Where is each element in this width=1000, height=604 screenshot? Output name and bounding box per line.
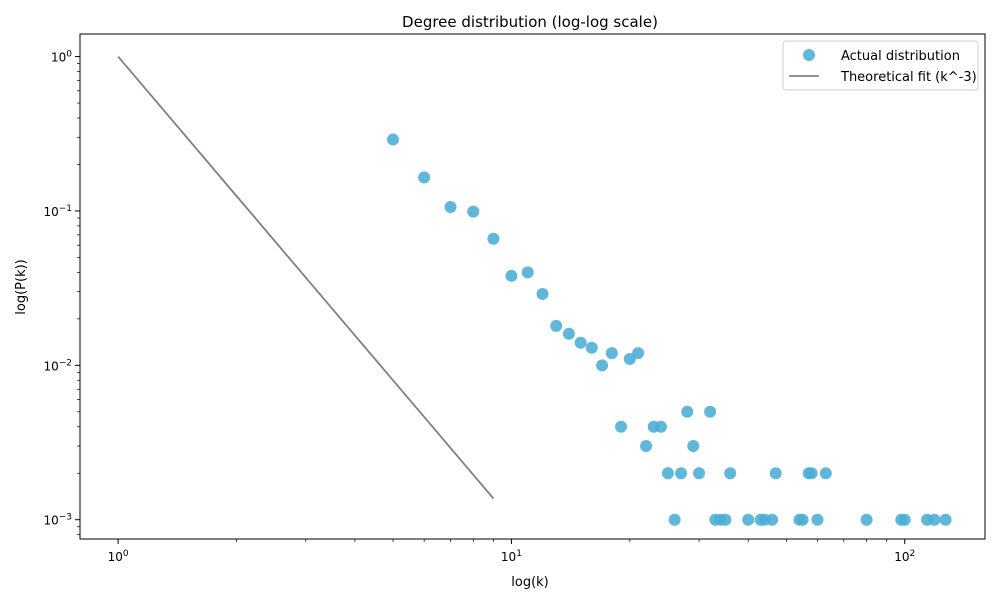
data-point (632, 347, 645, 360)
data-point (661, 467, 674, 480)
data-point (536, 287, 549, 300)
data-point (819, 467, 832, 480)
data-point (928, 513, 941, 526)
data-point (444, 201, 457, 214)
y-axis-label: log(P(k)) (14, 259, 29, 314)
data-point (467, 205, 480, 218)
y-tick-label: 100 (51, 50, 72, 65)
data-point (585, 341, 598, 354)
data-point (562, 327, 575, 340)
x-tick-label: 101 (501, 549, 522, 564)
data-point (811, 513, 824, 526)
data-point (640, 440, 653, 453)
chart-title: Degree distribution (log-log scale) (402, 13, 658, 31)
x-tick-label: 100 (108, 549, 129, 564)
y-tick-label: 10−1 (43, 204, 72, 219)
data-point (805, 467, 818, 480)
data-point (860, 513, 873, 526)
data-point (654, 420, 667, 433)
data-point (596, 359, 609, 372)
data-point (521, 266, 534, 279)
legend-label-fit: Theoretical fit (k^-3) (840, 70, 977, 85)
data-point (769, 467, 782, 480)
data-point (681, 405, 694, 418)
data-point (505, 269, 518, 282)
data-point (693, 467, 706, 480)
data-point (615, 420, 628, 433)
data-point (687, 440, 700, 453)
plot-area (117, 55, 952, 526)
data-point (796, 513, 809, 526)
fit-line (117, 55, 495, 500)
data-point (418, 171, 431, 184)
x-tick-label: 102 (894, 549, 915, 564)
data-point (939, 513, 952, 526)
data-point (387, 133, 400, 146)
data-point (623, 352, 636, 365)
data-point (550, 319, 563, 332)
legend: Actual distribution Theoretical fit (k^-… (782, 40, 979, 91)
x-axis-label: log(k) (511, 575, 549, 590)
axis-ticks: 100 101 102 10−3 10−2 10−1 100 (43, 50, 915, 564)
data-point (724, 467, 737, 480)
data-point (704, 405, 717, 418)
data-point (668, 513, 681, 526)
data-point (719, 513, 732, 526)
data-point (605, 347, 618, 360)
data-point (574, 336, 587, 349)
legend-box (782, 40, 979, 91)
legend-marker-actual (803, 49, 815, 61)
data-point (675, 467, 688, 480)
data-point (487, 232, 500, 245)
y-tick-label: 10−3 (43, 513, 72, 528)
data-point (898, 513, 911, 526)
plot-frame (79, 33, 986, 540)
data-point (742, 513, 755, 526)
legend-label-actual: Actual distribution (841, 49, 960, 64)
data-point (766, 513, 779, 526)
y-tick-label: 10−2 (43, 358, 72, 373)
